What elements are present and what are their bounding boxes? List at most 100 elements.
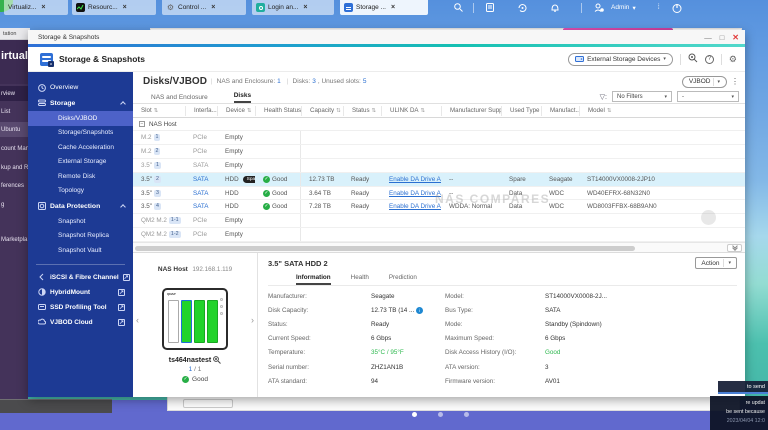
page-dot-2[interactable] <box>438 412 443 417</box>
page-dot-3[interactable] <box>464 412 469 417</box>
prev-enclosure-arrow[interactable]: ‹ <box>136 315 139 326</box>
col-used-type[interactable]: Used Type <box>501 105 541 116</box>
tab-nas-and-enclosure[interactable]: NAS and Enclosure <box>151 94 208 101</box>
taskbar-tab-control-panel[interactable]: ⚙ Control ... × <box>162 0 246 15</box>
filter-funnel-icon[interactable]: ▽: <box>599 93 607 101</box>
col-model[interactable]: Model ⇅ <box>579 105 745 116</box>
nas-enclosure-image[interactable]: QNAP <box>162 288 228 351</box>
sidebar-item-external-storage[interactable]: External Storage <box>28 155 133 170</box>
table-row-selected-disk-2[interactable]: 3.5"2 SATA HDDSpare ✓Good 12.73 TB Ready… <box>133 172 745 187</box>
sidebar-item-storage-snapshots[interactable]: Storage/Snapshots <box>28 126 133 141</box>
col-status[interactable]: Status ⇅ <box>343 105 381 116</box>
sidebar-item-snapshot-replica[interactable]: Snapshot Replica <box>28 229 133 244</box>
col-interface[interactable]: Interfa...⇅ <box>185 105 217 116</box>
col-capacity[interactable]: Capacity ⇅ <box>301 105 343 116</box>
tab-health[interactable]: Health <box>350 274 369 282</box>
vstation-menu-item[interactable]: Ubuntu <box>0 122 28 137</box>
notices-icon[interactable] <box>474 3 506 12</box>
tab-disks[interactable]: Disks <box>233 92 252 103</box>
maximize-icon[interactable]: □ <box>719 32 725 42</box>
notification-toast[interactable]: to send <box>718 381 768 394</box>
more-options-icon[interactable]: ⋮ <box>731 77 739 86</box>
sidebar-item-overview[interactable]: Overview <box>28 80 133 95</box>
collapse-group-icon[interactable]: − <box>139 121 145 127</box>
next-enclosure-arrow[interactable]: › <box>251 315 254 326</box>
close-icon[interactable]: × <box>122 4 127 11</box>
sort-icon[interactable]: ⇅ <box>246 107 252 114</box>
vstation-menu-item[interactable]: g <box>1 201 5 208</box>
sidebar-item-cache-acceleration[interactable]: Cache Acceleration <box>28 140 133 155</box>
sidebar-item-ssd-profiling-tool[interactable]: SSD Profiling Tool ↗ <box>28 300 133 315</box>
table-row[interactable]: 3.5" 4 SATA HDD ✓ Good 7.28 TB Ready Enabl… <box>133 200 745 215</box>
sort-icon[interactable]: ⇅ <box>606 107 612 114</box>
background-window-tab[interactable]: tation <box>0 28 30 40</box>
sidebar-item-disks-vjbod[interactable]: Disks/VJBOD <box>28 111 133 126</box>
admin-label[interactable]: Admin <box>611 4 630 11</box>
sidebar-section-storage[interactable]: Storage <box>28 95 133 111</box>
info-icon[interactable]: i <box>416 306 424 314</box>
global-settings-icon[interactable] <box>688 50 698 68</box>
power-icon[interactable] <box>672 3 682 13</box>
action-button[interactable]: Action ▾ <box>695 257 737 270</box>
col-slot[interactable]: Slot ⇅ <box>141 107 159 114</box>
sidebar-item-iscsi-fibre-channel[interactable]: iSCSI & Fibre Channel ↗ <box>28 270 133 285</box>
sidebar-item-vjbod-cloud[interactable]: VJBOD Cloud ↗ <box>28 315 133 330</box>
settings-gear-icon[interactable]: ⚙ <box>728 53 737 64</box>
notification-toast[interactable]: re updat be sent because 2023/04/04 12:0 <box>710 396 768 430</box>
sort-icon[interactable]: ⇅ <box>336 107 341 114</box>
close-icon[interactable]: × <box>41 4 46 11</box>
horizontal-scrollbar[interactable] <box>133 242 745 254</box>
sidebar-section-data-protection[interactable]: Data Protection <box>28 198 133 214</box>
search-icon[interactable] <box>444 3 473 12</box>
vstation-menu-item[interactable]: Marketpla <box>1 236 28 243</box>
taskbar-tab-resource-monitor[interactable]: Resourc... × <box>72 0 156 15</box>
table-row[interactable]: 3.5" 3 SATA HDD ✓ Good 3.64 TB Ready Enabl… <box>133 186 745 201</box>
filter-dropdown[interactable]: No Filters ▾ <box>612 91 672 102</box>
sidebar-item-topology[interactable]: Topology <box>28 184 133 199</box>
taskbar-tab-login-security[interactable]: Login an... × <box>252 0 334 15</box>
drive-bay-3[interactable] <box>194 300 205 344</box>
col-manufacturer-support[interactable]: Manufacturer Support <box>441 105 501 116</box>
help-icon[interactable]: ? <box>704 54 714 64</box>
collapse-panel-button[interactable] <box>727 243 742 253</box>
taskbar-tab-virtualization[interactable]: Virtualiz... × <box>4 0 68 15</box>
page-dot-1[interactable] <box>412 412 417 417</box>
table-row[interactable]: 3.5" 1 SATA Empty <box>133 158 745 173</box>
drive-bay-2-selected[interactable] <box>181 300 192 344</box>
vstation-menu-item[interactable]: kup and R <box>1 164 28 171</box>
sort-icon[interactable]: ⇅ <box>153 107 159 114</box>
sidebar-item-remote-disk[interactable]: Remote Disk <box>28 169 133 184</box>
group-row-nas-host[interactable]: − NAS Host <box>133 118 745 131</box>
tab-prediction[interactable]: Prediction <box>388 274 417 282</box>
vstation-menu-item[interactable]: List <box>1 108 11 115</box>
admin-user-icon[interactable] <box>582 3 608 12</box>
close-icon[interactable]: ✕ <box>732 32 739 42</box>
enable-da-link[interactable]: Enable DA Drive Analy... <box>389 203 441 211</box>
secondary-dropdown[interactable]: - ▾ <box>677 91 739 102</box>
col-ulink-da[interactable]: ULINK DA ⇅ <box>381 105 441 116</box>
more-options-icon[interactable]: ⁞ <box>657 4 660 11</box>
drive-bay-1-empty[interactable] <box>168 300 179 344</box>
vjbod-button[interactable]: VJBOD ▾ <box>681 75 727 88</box>
minimize-icon[interactable]: — <box>704 32 712 42</box>
scrollbar-thumb[interactable] <box>135 246 635 252</box>
col-manufacturer[interactable]: Manufact...⇅ <box>541 105 579 116</box>
col-health-status[interactable]: Health Status⇅ <box>255 105 301 116</box>
external-storage-devices-button[interactable]: External Storage Devices ▾ <box>568 52 673 66</box>
close-icon[interactable]: × <box>211 4 216 11</box>
background-tasks-icon[interactable] <box>506 3 539 12</box>
col-device[interactable]: Device ⇅ <box>217 105 255 116</box>
sort-icon[interactable]: ⇅ <box>420 107 426 114</box>
vstation-menu-item[interactable]: ferences <box>1 182 25 189</box>
window-titlebar[interactable]: Storage & Snapshots — □ ✕ <box>28 30 745 44</box>
enable-da-link[interactable]: Enable DA Drive Analy... <box>389 175 441 183</box>
tab-information[interactable]: Information <box>296 274 331 286</box>
drive-bay-4[interactable] <box>207 300 218 344</box>
taskbar-tab-storage-snapshots[interactable]: Storage ... × <box>340 0 428 15</box>
table-row[interactable]: M.2 2 PCIe Empty <box>133 144 745 159</box>
vstation-menu-item[interactable]: rview <box>0 86 28 101</box>
table-row[interactable]: M.2 1 PCIe Empty <box>133 131 745 145</box>
sidebar-item-hybridmount[interactable]: HybridMount ↗ <box>28 285 133 300</box>
table-row[interactable]: QM2 M.2 1-2 PCIe Empty <box>133 228 745 243</box>
sidebar-item-snapshot-vault[interactable]: Snapshot Vault <box>28 243 133 258</box>
